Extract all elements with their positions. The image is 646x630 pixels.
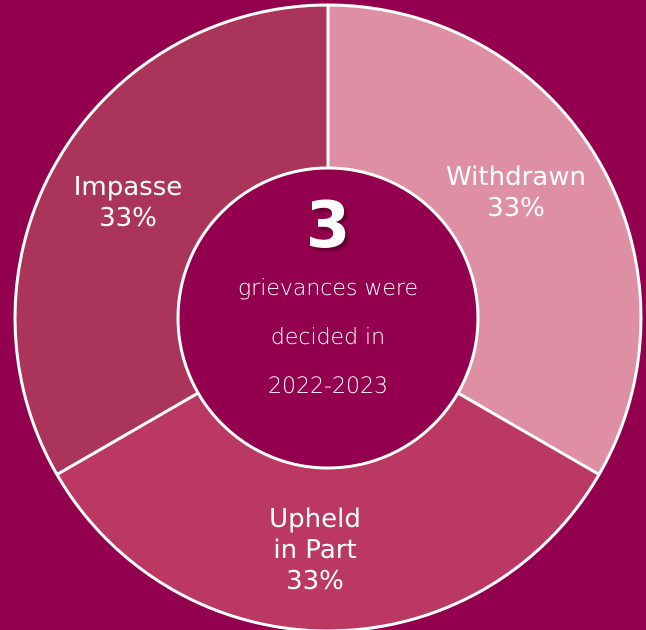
center-caption-line-1: grievances were <box>237 276 419 301</box>
slice-label-upheld-name-line-1: Upheld <box>269 504 361 534</box>
slice-label-upheld-value: 33% <box>286 566 344 596</box>
slice-label-withdrawn: Withdrawn 33% <box>446 162 586 224</box>
slice-label-withdrawn-value: 33% <box>487 193 545 223</box>
center-caption-line-3: 2022-2023 <box>268 374 388 399</box>
center-count: 3 <box>305 189 351 263</box>
slice-label-upheld-name-line-2: in Part <box>273 535 357 565</box>
center-caption-line-2: decided in <box>270 325 386 350</box>
slice-label-impasse-name: Impasse <box>73 172 183 202</box>
center-disc <box>176 166 480 470</box>
slice-label-impasse: Impasse 33% <box>74 172 183 234</box>
center-summary: 3 grievances were decided in 2022-2023 <box>178 188 478 411</box>
slice-label-upheld-in-part: Upheld in Part 33% <box>269 504 361 597</box>
slice-label-withdrawn-name: Withdrawn <box>446 162 586 192</box>
slice-upheld-in-part <box>55 316 601 630</box>
slice-label-impasse-value: 33% <box>99 203 157 233</box>
